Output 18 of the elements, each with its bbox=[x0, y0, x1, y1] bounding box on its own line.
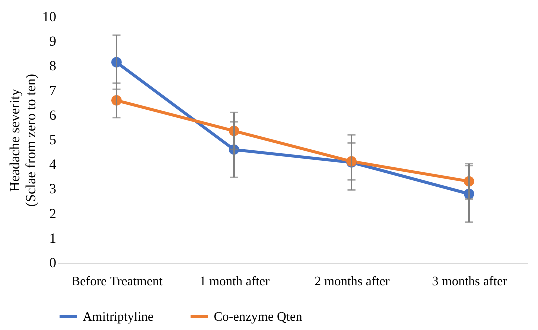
y-tick-label: 7 bbox=[50, 84, 56, 100]
x-tick-label: 2 months after bbox=[314, 274, 390, 288]
y-tick-label: 5 bbox=[50, 134, 56, 148]
y-axis-title: Headache severity (Sclae from zero to ten) bbox=[8, 74, 40, 207]
y-tick-label: 2 bbox=[50, 207, 56, 222]
legend-label: Amitriptyline bbox=[83, 308, 154, 324]
y-tick-label: 10 bbox=[42, 10, 56, 26]
x-tick-label: 3 months after bbox=[432, 274, 508, 288]
legend-label: Co-enzyme Qten bbox=[214, 308, 303, 324]
y-tick-label: 4 bbox=[50, 158, 56, 174]
y-tick-label: 0 bbox=[50, 256, 56, 272]
y-tick-label: 3 bbox=[50, 182, 56, 198]
y-tick-label: 6 bbox=[50, 108, 56, 124]
y-tick-label: 8 bbox=[50, 60, 56, 75]
x-tick-label: 1 month after bbox=[200, 274, 270, 288]
y-tick-label: 9 bbox=[50, 35, 56, 50]
x-tick-label: Before Treatment bbox=[72, 274, 164, 288]
y-tick-label: 1 bbox=[50, 232, 56, 247]
